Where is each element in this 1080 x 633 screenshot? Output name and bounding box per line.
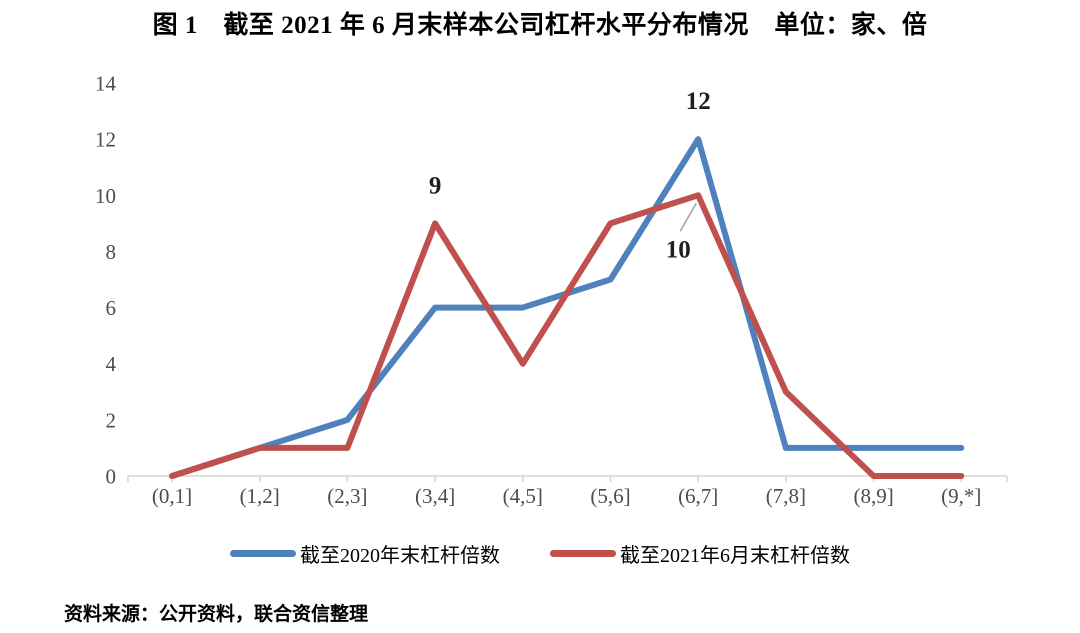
x-tick-label: (9,*] [941,484,981,508]
data-label-10: 10 [666,236,691,263]
series-line-0 [169,135,965,479]
x-tick-label: (5,6] [590,484,630,508]
x-tick-label: (4,5] [503,484,543,508]
x-tick-label: (7,8] [766,484,806,508]
y-tick-label: 0 [106,464,117,488]
legend-label-2020: 截至2020年末杠杆倍数 [300,545,500,567]
legend-label-2021: 截至2021年6月末杠杆倍数 [620,545,850,567]
y-tick-label: 8 [106,239,117,263]
y-tick-label: 10 [95,183,116,207]
y-tick-label: 4 [106,352,117,376]
series-line-1 [169,191,965,479]
y-tick-label: 6 [106,296,117,320]
legend-swatch-2021-icon [550,550,616,557]
legend: 截至2020年末杠杆倍数 截至2021年6月末杠杆倍数 [0,541,1080,567]
y-tick-label: 12 [95,127,116,151]
legend-swatch-2020-icon [230,550,296,557]
x-tick-label: (6,7] [678,484,718,508]
legend-item-2021: 截至2021年6月末杠杆倍数 [550,539,850,568]
x-tick-label: (3,4] [415,484,455,508]
line-chart-canvas: 0 2 4 6 8 10 12 14 (0,1] (1,2] (2,3] (3,4] (4,5] (5,6… [95,71,1008,508]
data-label-12: 12 [686,88,711,115]
chart-title: 图 1 截至 2021 年 6 月末样本公司杠杆水平分布情况 单位：家、倍 [152,12,928,39]
x-tick-label: (8,9] [853,484,893,508]
source-note: 资料来源：公开资料，联合资信整理 [64,603,369,625]
annotation-leader-line [679,202,697,232]
x-tick-label: (2,3] [327,484,367,508]
legend-item-2020: 截至2020年末杠杆倍数 [230,539,500,568]
data-label-9: 9 [429,172,442,199]
x-tick-label: (1,2] [240,484,280,508]
y-tick-label: 2 [106,408,117,432]
x-tick-label: (0,1] [152,484,192,508]
y-tick-label: 14 [95,71,117,95]
